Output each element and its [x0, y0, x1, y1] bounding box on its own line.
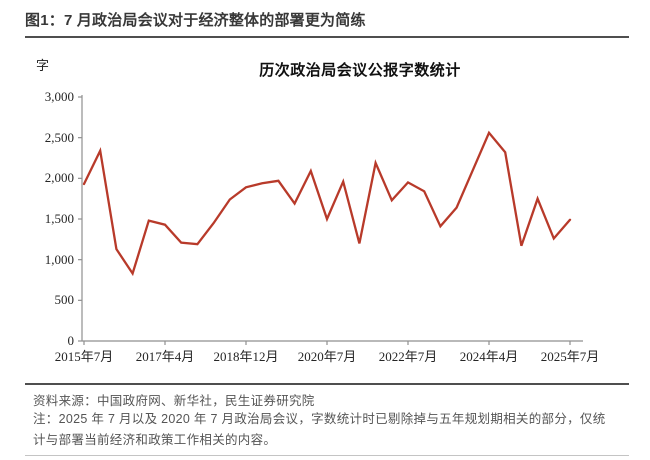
- x-tick-label: 2022年7月: [378, 349, 438, 364]
- y-tick-label: 0: [67, 333, 75, 348]
- y-tick-label: 1,000: [44, 251, 74, 267]
- y-tick-label: 1,500: [44, 211, 74, 226]
- x-tick-label: 2025年7月: [540, 349, 600, 364]
- note-text: 注：2025 年 7 月以及 2020 年 7 月政治局会议，字数统计时已剔除掉…: [33, 412, 606, 447]
- y-tick-label: 2,000: [44, 170, 74, 186]
- x-tick-label: 2020年7月: [297, 349, 357, 364]
- y-axis-unit-label: 字: [36, 58, 50, 73]
- y-tick-label: 500: [54, 292, 75, 308]
- chart-title: 历次政治局会议公报字数统计: [259, 62, 461, 79]
- x-tick-label: 2024年4月: [459, 349, 519, 364]
- x-tick-label: 2018年12月: [213, 349, 279, 364]
- footer-divider: [25, 383, 629, 385]
- word-count-line: [82, 130, 572, 277]
- x-tick-label: 2015年7月: [54, 349, 114, 364]
- figure-header-title: 图1：7 月政治局会议对于经济整体的部署更为简练: [25, 9, 629, 38]
- y-tick-label: 2,500: [44, 129, 74, 145]
- y-tick-label: 3,000: [44, 89, 74, 104]
- bottom-rule: [25, 455, 629, 456]
- x-tick-label: 2017年4月: [135, 349, 195, 364]
- source-text: 资料来源：中国政府网、新华社，民生证券研究院: [33, 394, 315, 408]
